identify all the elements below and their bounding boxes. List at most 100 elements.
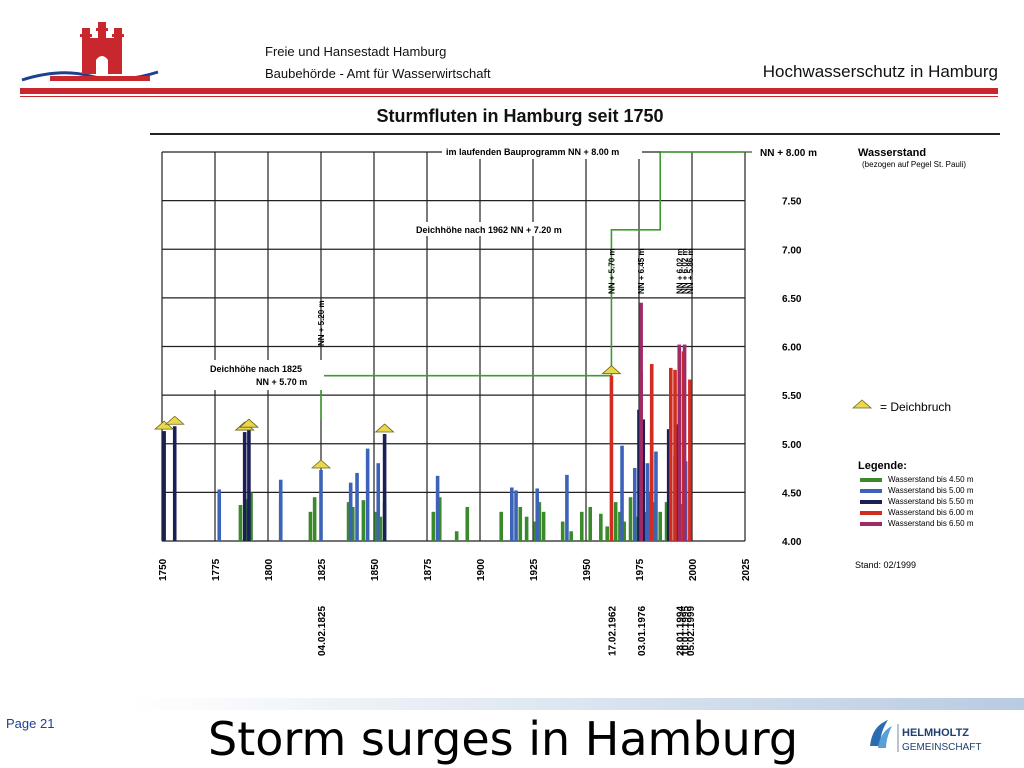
bar-1 — [355, 472, 359, 541]
bar-0 — [622, 521, 626, 541]
bar-0 — [569, 531, 573, 541]
legend-swatch — [860, 489, 882, 493]
ylabel: Wasserstand — [858, 147, 926, 159]
bar-0 — [249, 492, 253, 541]
x-tick-label: 1950 — [582, 558, 593, 581]
bar-1 — [376, 463, 381, 541]
peak-label: NN + 6.02 m — [675, 248, 684, 294]
legend-swatch — [860, 522, 882, 526]
bar-1 — [645, 463, 650, 541]
x-tick-label: 1800 — [264, 558, 275, 581]
storm-surge-chart: 1750 1775 1800 1825 1850 1875 1900 1925 1950 1975… — [154, 145, 974, 656]
helmholtz-line-1: HELMHOLTZ — [902, 727, 969, 739]
legend-swatch — [860, 500, 882, 504]
x-tick-label: 1975 — [635, 558, 646, 581]
bar-1 — [435, 475, 440, 541]
peak-label: NN + 5.86 m — [686, 248, 695, 294]
date-label: 10.01.1995 — [681, 606, 692, 656]
x-tick-label: 1875 — [423, 558, 434, 581]
ylabel-sub: (bezogen auf Pegel St. Pauli) — [862, 160, 966, 169]
bar-1 — [217, 489, 222, 541]
bar-0 — [628, 497, 633, 541]
x-tick-label: 1900 — [476, 558, 487, 581]
x-tick-label: 1825 — [317, 558, 328, 581]
legend-entry: Wasserstand bis 4.50 m — [888, 475, 974, 484]
dike-label-8: im laufenden Bauprogramm NN + 8.00 m — [446, 147, 619, 157]
dike-line-1962 — [610, 151, 745, 376]
legend-entry: Wasserstand bis 5.50 m — [888, 497, 974, 506]
legend-entry: Wasserstand bis 6.00 m — [888, 508, 974, 517]
bar-0 — [431, 511, 436, 541]
slide-title: Storm surges in Hamburg — [208, 712, 799, 766]
dike-label-1825-line2: NN + 5.70 m — [256, 377, 307, 387]
bar-0 — [605, 526, 609, 541]
dike-label-bg-1962 — [412, 222, 582, 236]
y-tick-label: 4.00 — [782, 537, 802, 548]
bar-2 — [382, 434, 387, 541]
dike-line-1825 — [320, 374, 612, 420]
org-line-2: Baubehörde - Amt für Wasserwirtschaft — [265, 66, 491, 81]
legend-title: Legende: — [858, 460, 907, 472]
bar-4 — [677, 344, 682, 541]
bar-0 — [647, 492, 652, 541]
y-tick-label: 5.00 — [782, 440, 802, 451]
bar-0 — [238, 505, 243, 541]
dike-label-1962: Deichhöhe nach 1962 NN + 7.20 m — [416, 225, 562, 235]
hamburg-castle-icon — [21, 22, 159, 82]
bar-0 — [658, 511, 662, 541]
y-tick-label: 6.50 — [782, 294, 802, 305]
bar-1 — [632, 468, 637, 541]
y-tick-label: 5.50 — [782, 391, 802, 402]
x-tick-label: 1750 — [158, 558, 169, 581]
dike-breach-marker — [238, 418, 259, 428]
bar-0 — [245, 499, 249, 541]
bar-0 — [312, 497, 317, 541]
x-tick-label: 2000 — [688, 558, 699, 581]
bar-0 — [679, 504, 684, 541]
bar-3 — [688, 379, 692, 541]
bar-0 — [454, 531, 459, 541]
bar-1 — [278, 479, 283, 541]
bar-0 — [588, 506, 593, 541]
bar-0 — [361, 500, 366, 541]
page-number: Page 21 — [6, 716, 55, 731]
helmholtz-line-2: GEMEINSCHAFT — [902, 742, 981, 753]
peak-label: NN + 6.02 m — [681, 248, 690, 294]
bar-1 — [654, 451, 658, 541]
x-tick-label: 1775 — [211, 558, 222, 581]
bar-1 — [565, 474, 569, 541]
bar-3 — [673, 369, 677, 541]
bar-2 — [641, 419, 646, 541]
bar-2 — [666, 429, 671, 541]
bar-0 — [499, 511, 503, 541]
y-tick-label: 7.00 — [782, 245, 802, 256]
chart-bars — [162, 302, 692, 541]
y-tick-label: 4.50 — [782, 488, 802, 499]
legend-swatch — [860, 478, 882, 482]
bar-0 — [664, 502, 669, 541]
bar-2 — [637, 409, 641, 541]
date-label: 05.02.1999 — [686, 606, 697, 656]
header-rule — [20, 88, 998, 94]
chart-title: Sturmfluten in Hamburg seit 1750 — [376, 106, 664, 126]
bar-0 — [579, 511, 584, 541]
y-tick-label: 7.50 — [782, 197, 802, 208]
peak-label: NN + 6.45 m — [637, 248, 646, 294]
legend-breach-marker — [851, 399, 873, 409]
footer-band — [128, 698, 1024, 710]
bar-2 — [242, 432, 247, 541]
chart-labels: 1750 1775 1800 1825 1850 1875 1900 1925 1950 1975… — [158, 145, 974, 656]
dike-breach-marker — [154, 420, 175, 430]
bar-4 — [639, 302, 643, 541]
bar-0 — [537, 502, 542, 541]
bar-0 — [541, 511, 546, 541]
x-tick-label: 1850 — [370, 558, 381, 581]
bar-1 — [620, 445, 624, 541]
dike-breach-markers — [154, 365, 873, 469]
bar-2 — [172, 426, 177, 541]
x-tick-label: 1925 — [529, 558, 540, 581]
bar-0 — [560, 521, 565, 541]
bar-2 — [162, 431, 166, 541]
header-rule-thin — [20, 96, 998, 97]
peak-label: NN + 5.70 m — [607, 248, 616, 294]
